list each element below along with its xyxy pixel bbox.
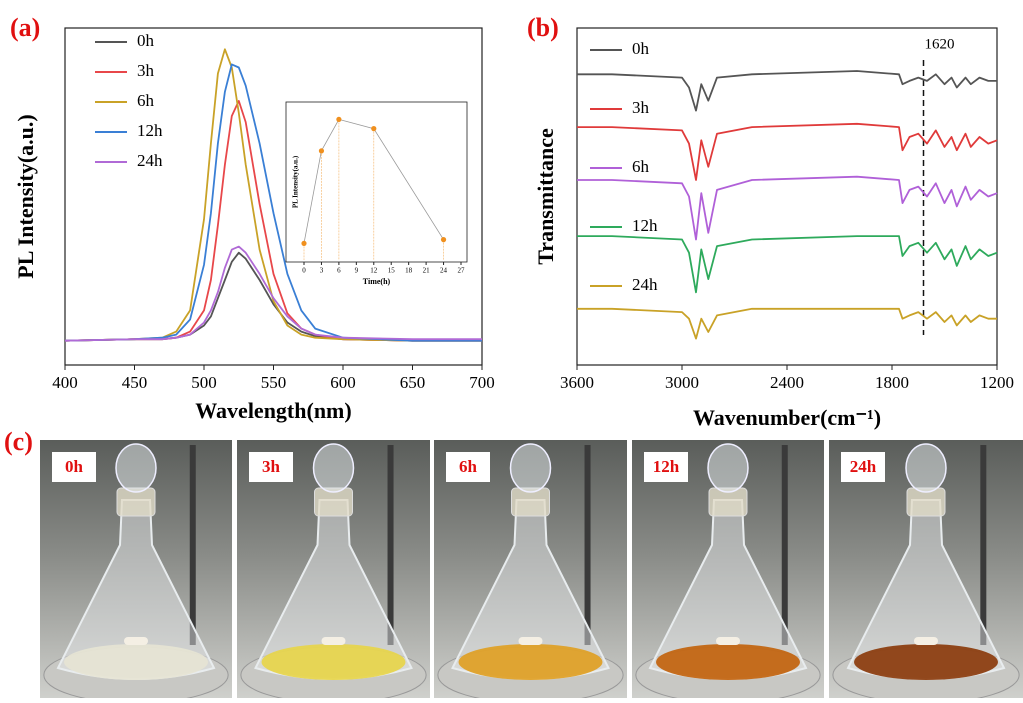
stopper-bulb bbox=[116, 444, 156, 492]
x-tick-label: 650 bbox=[400, 373, 426, 392]
x-axis-label: Wavenumber(cm⁻¹) bbox=[693, 405, 881, 430]
data-point bbox=[371, 126, 376, 131]
stopper-bulb bbox=[708, 444, 748, 492]
legend-label: 12h bbox=[137, 121, 163, 140]
stand-rod bbox=[782, 445, 788, 645]
stir-bar bbox=[124, 637, 148, 645]
liquid bbox=[656, 644, 800, 680]
stand-rod bbox=[980, 445, 986, 645]
legend-label: 0h bbox=[632, 39, 650, 58]
stand-rod bbox=[388, 445, 394, 645]
stopper-bulb bbox=[906, 444, 946, 492]
photo-label: 3h bbox=[262, 457, 281, 476]
data-point bbox=[336, 117, 341, 122]
photo: 12h bbox=[632, 440, 824, 698]
x-tick-label: 15 bbox=[388, 267, 396, 275]
figure: (a) (b) (c) 400 450 500 550 600 650 700 Wavelen… bbox=[0, 0, 1023, 698]
y-axis-label: PL Intensity(a.u.) bbox=[292, 155, 300, 208]
legend-label: 6h bbox=[137, 91, 155, 110]
x-tick-label: 400 bbox=[52, 373, 78, 392]
x-axis-label: Time(h) bbox=[363, 277, 391, 286]
liquid bbox=[64, 644, 208, 680]
stir-bar bbox=[519, 637, 543, 645]
stir-bar bbox=[322, 637, 346, 645]
x-tick-label: 3 bbox=[320, 267, 324, 275]
x-tick-label: 2400 bbox=[770, 373, 804, 392]
x-tick-label: 600 bbox=[330, 373, 356, 392]
x-tick-label: 12 bbox=[370, 267, 378, 275]
y-axis-label: PL Intensity(a.u.) bbox=[13, 114, 38, 278]
series-line bbox=[577, 309, 997, 339]
photo: 6h bbox=[434, 440, 627, 698]
legend-label: 24h bbox=[632, 275, 658, 294]
annotation: 1620 bbox=[925, 36, 955, 52]
photo: 24h bbox=[829, 440, 1023, 698]
photo-label: 6h bbox=[459, 457, 478, 476]
stand-rod bbox=[190, 445, 196, 645]
plot-frame bbox=[286, 102, 467, 262]
x-tick-label: 500 bbox=[191, 373, 217, 392]
legend-label: 12h bbox=[632, 216, 658, 235]
stir-bar bbox=[914, 637, 938, 645]
x-tick-label: 21 bbox=[423, 267, 431, 275]
photo-label: 0h bbox=[65, 457, 84, 476]
panel-label: (c) bbox=[4, 427, 33, 456]
photo: 0h bbox=[40, 440, 232, 698]
legend-label: 6h bbox=[632, 157, 650, 176]
panel-label: (b) bbox=[527, 13, 559, 42]
x-tick-label: 3600 bbox=[560, 373, 594, 392]
x-tick-label: 18 bbox=[405, 267, 413, 275]
data-point bbox=[319, 148, 324, 153]
panel-label: (a) bbox=[10, 13, 40, 42]
legend-label: 3h bbox=[137, 61, 155, 80]
y-axis-label: Transmittance bbox=[533, 128, 558, 265]
stopper-bulb bbox=[511, 444, 551, 492]
photo-label: 24h bbox=[850, 457, 877, 476]
x-tick-label: 3000 bbox=[665, 373, 699, 392]
legend-label: 3h bbox=[632, 98, 650, 117]
x-tick-label: 550 bbox=[261, 373, 287, 392]
x-tick-label: 9 bbox=[355, 267, 359, 275]
data-point bbox=[301, 241, 306, 246]
x-tick-label: 24 bbox=[440, 267, 448, 275]
x-tick-label: 450 bbox=[122, 373, 148, 392]
liquid bbox=[459, 644, 603, 680]
stir-bar bbox=[716, 637, 740, 645]
x-tick-label: 27 bbox=[458, 267, 466, 275]
x-tick-label: 1200 bbox=[980, 373, 1014, 392]
photo: 3h bbox=[237, 440, 430, 698]
x-tick-label: 1800 bbox=[875, 373, 909, 392]
stand-rod bbox=[585, 445, 591, 645]
x-tick-label: 6 bbox=[337, 267, 341, 275]
liquid bbox=[262, 644, 406, 680]
legend-label: 24h bbox=[137, 151, 163, 170]
photo-label: 12h bbox=[653, 457, 680, 476]
stopper-bulb bbox=[314, 444, 354, 492]
x-tick-label: 0 bbox=[302, 267, 306, 275]
legend-label: 0h bbox=[137, 31, 155, 50]
liquid bbox=[854, 644, 998, 680]
x-axis-label: Wavelength(nm) bbox=[195, 398, 351, 423]
x-tick-label: 700 bbox=[469, 373, 495, 392]
data-point bbox=[441, 237, 446, 242]
